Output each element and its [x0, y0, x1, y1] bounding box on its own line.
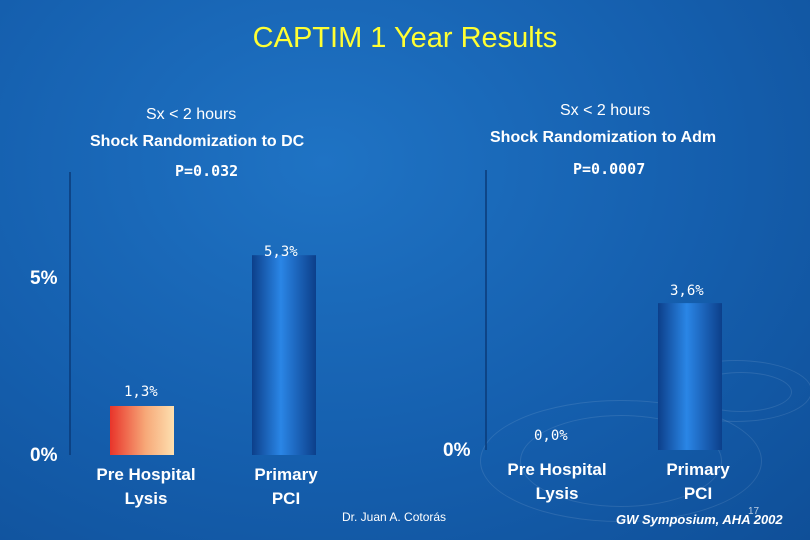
footer-author: Dr. Juan A. Cotorás: [342, 510, 447, 524]
right-bar2-value-label: 3,6%: [670, 283, 704, 299]
left-ytick-5: 5%: [30, 268, 58, 289]
right-category-primary-pci-line2: PCI: [683, 484, 713, 503]
right-category-primary-pci-line1: Primary: [666, 460, 730, 479]
left-bar1-value-label: 1,3%: [124, 384, 158, 400]
right-category-primary-pci: Primary PCI: [650, 458, 746, 506]
slide-title: CAPTIM 1 Year Results: [252, 22, 558, 54]
left-bar2-value-label: 5,3%: [264, 244, 298, 260]
right-chart-label-line1: Sx < 2 hours: [560, 102, 651, 119]
left-category-primary-pci-line1: Primary: [254, 465, 318, 484]
right-chart-label-line2: Shock Randomization to Adm: [490, 129, 717, 146]
left-category-primary-pci: Primary PCI: [238, 463, 334, 511]
left-category-prehospital-line1: Pre Hospital: [96, 465, 196, 484]
right-bar-2: [658, 303, 722, 450]
right-category-prehospital-line2: Lysis: [535, 484, 579, 503]
left-chart-label-line2: Shock Randomization to DC: [90, 133, 305, 150]
left-ytick-0: 0%: [30, 445, 58, 466]
footer-page-number: 17: [748, 506, 760, 517]
right-chart-pvalue: P=0.0007: [573, 160, 646, 178]
left-category-prehospital: Pre Hospital Lysis: [88, 463, 204, 511]
footer-source: GW Symposium, AHA 2002: [616, 512, 783, 527]
left-bar-1: [110, 405, 174, 455]
left-category-primary-pci-line2: PCI: [271, 489, 301, 508]
left-chart-label-line1: Sx < 2 hours: [146, 106, 237, 123]
water-ripple-decoration: [480, 400, 762, 522]
right-category-prehospital-line1: Pre Hospital: [507, 460, 607, 479]
water-ripple-decoration: [520, 415, 722, 507]
left-bar-2: [252, 255, 316, 455]
left-chart-pvalue: P=0.032: [175, 162, 239, 180]
right-bar1-value-label: 0,0%: [534, 428, 568, 444]
right-category-prehospital: Pre Hospital Lysis: [499, 458, 615, 506]
right-ytick-0: 0%: [443, 440, 471, 461]
left-category-prehospital-line2: Lysis: [124, 489, 168, 508]
